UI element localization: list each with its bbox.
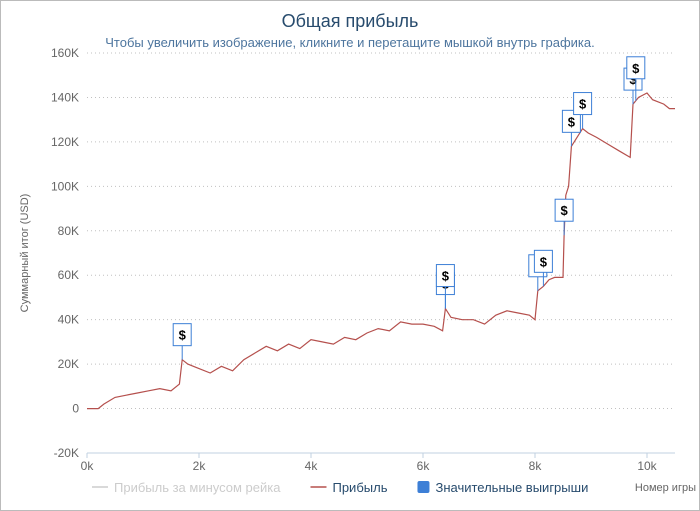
y-tick-label: 40K bbox=[58, 313, 79, 327]
y-tick-label: 160K bbox=[51, 46, 79, 60]
y-axis-title: Суммарный итог (USD) bbox=[19, 194, 31, 313]
flag-label: $ bbox=[568, 114, 576, 129]
flag-label: $ bbox=[540, 254, 548, 269]
x-tick-label: 6k bbox=[417, 459, 431, 473]
flag: $ bbox=[172, 323, 192, 360]
x-tick-label: 8k bbox=[529, 459, 543, 473]
flag: $ bbox=[533, 249, 553, 287]
flag: $ bbox=[561, 109, 581, 147]
legend-bg bbox=[433, 478, 594, 496]
flag-box bbox=[533, 249, 553, 273]
flag-label: $ bbox=[442, 269, 450, 284]
y-tick-label: 80K bbox=[58, 224, 79, 238]
flag: $ bbox=[435, 264, 455, 309]
flag-box bbox=[435, 264, 455, 288]
flag-label: $ bbox=[561, 203, 569, 218]
flag-label: $ bbox=[629, 72, 637, 87]
y-tick-label: 100K bbox=[51, 179, 79, 193]
legend-label: Прибыль bbox=[332, 480, 387, 495]
y-tick-label: 140K bbox=[51, 90, 79, 104]
flag-box bbox=[172, 323, 192, 347]
legend-symbol bbox=[417, 481, 430, 493]
x-tick-label: 2k bbox=[193, 459, 207, 473]
x-tick-label: 10k bbox=[637, 459, 657, 473]
flag: $ bbox=[626, 56, 646, 101]
chart-title: Общая прибыль bbox=[282, 11, 419, 31]
y-tick-label: 60K bbox=[58, 268, 79, 282]
line-series bbox=[87, 92, 675, 410]
flag-box bbox=[573, 92, 593, 116]
flag-label: $ bbox=[179, 328, 187, 343]
chart-subtitle: Чтобы увеличить изображение, кликните и … bbox=[105, 35, 594, 50]
flag-box bbox=[554, 198, 574, 222]
y-tick-label: 0 bbox=[72, 402, 79, 416]
flag: $ bbox=[554, 198, 574, 236]
legend-label: Прибыль за минусом рейка bbox=[114, 480, 281, 495]
flag-label: $ bbox=[579, 97, 587, 112]
flag-box bbox=[626, 56, 646, 80]
flag-label: $ bbox=[632, 61, 640, 76]
x-tick-label: 0k bbox=[81, 459, 95, 473]
x-axis-title: Номер игры bbox=[635, 482, 696, 494]
flag: $ bbox=[573, 92, 593, 129]
y-tick-label: 20K bbox=[58, 357, 79, 371]
y-tick-label: 120K bbox=[51, 135, 79, 149]
flag-box bbox=[561, 109, 581, 133]
y-tick-label: -20K bbox=[54, 446, 79, 460]
legend-label: Значительные выигрыши bbox=[435, 480, 588, 495]
x-tick-label: 4k bbox=[305, 459, 319, 473]
